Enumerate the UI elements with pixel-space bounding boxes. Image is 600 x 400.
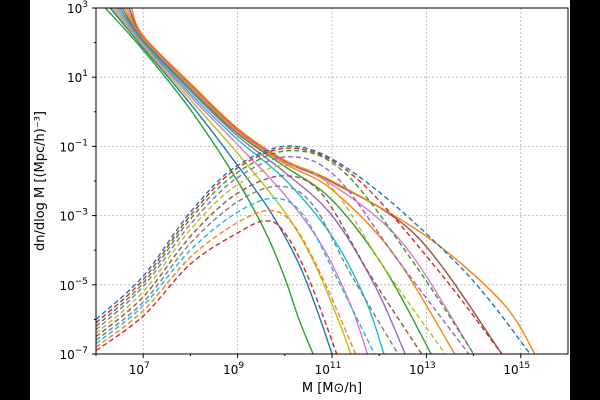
y-tick-exponent: 1 [82, 69, 88, 79]
x-tick-exponent: 15 [519, 361, 530, 371]
y-tick-base: 10 [59, 210, 74, 224]
dashed-series-line [96, 156, 470, 354]
x-tick-exponent: 7 [144, 361, 150, 371]
x-tick-exponent: 11 [330, 361, 341, 371]
x-tick-base: 10 [409, 363, 424, 377]
solid-series-line [121, 8, 432, 354]
x-tick-label: 1015 [503, 361, 530, 377]
x-axis-label: M [M⊙/h] [302, 381, 362, 396]
dashed-series-line [96, 209, 357, 354]
x-tick-base: 10 [315, 363, 330, 377]
y-tick-base: 10 [59, 279, 74, 293]
y-tick-base: 10 [67, 2, 82, 16]
y-axis-label: dn/dlog M [(Mpc/h)⁻³] [33, 111, 48, 251]
x-tick-base: 10 [129, 363, 144, 377]
y-tick-label: 101 [67, 69, 88, 85]
solid-series-line [114, 8, 369, 354]
y-tick-base: 10 [59, 348, 74, 362]
x-tick-base: 10 [503, 363, 518, 377]
y-tick-label: 10−1 [59, 138, 88, 154]
series-layer [96, 8, 536, 354]
plot-background: 107 109 1011 1013 1015 103 101 10−1 10−3 10−5 10−7… [30, 0, 570, 400]
y-tick-exponent: −7 [75, 346, 88, 356]
dashed-series-line [96, 147, 503, 354]
dashed-series-line [96, 149, 475, 354]
x-tick-base: 10 [223, 363, 238, 377]
mass-function-chart: 107 109 1011 1013 101510310110−110−310−510−7… [33, 0, 569, 396]
x-tick-label: 109 [223, 361, 244, 377]
solid-series-line [116, 8, 385, 354]
y-tick-exponent: −1 [75, 138, 88, 148]
y-tick-label: 10−5 [59, 277, 88, 293]
x-tick-label: 1013 [409, 361, 436, 377]
y-tick-label: 10−7 [59, 346, 88, 362]
solid-series-line [119, 8, 406, 354]
dashed-series-line [96, 175, 423, 354]
dashed-series-line [96, 197, 376, 354]
dashed-series-line [96, 145, 531, 354]
y-tick-base: 10 [59, 140, 74, 154]
y-tick-label: 10−3 [59, 208, 88, 224]
dashed-series-line [96, 164, 446, 354]
y-tick-exponent: −5 [75, 277, 88, 287]
x-tick-exponent: 9 [238, 361, 244, 371]
y-tick-exponent: 3 [82, 0, 88, 10]
x-tick-exponent: 13 [424, 361, 435, 371]
solid-series-line [104, 8, 314, 354]
x-tick-label: 107 [129, 361, 150, 377]
solid-series-line [123, 8, 456, 354]
solid-series-line [111, 8, 352, 354]
x-tick-label: 1011 [315, 361, 342, 377]
y-tick-exponent: −3 [75, 208, 88, 218]
solid-series-line [128, 8, 503, 354]
solid-series-line [126, 8, 475, 354]
y-tick-base: 10 [67, 71, 82, 85]
solid-series-line [130, 8, 536, 354]
solid-series-line [109, 8, 333, 354]
y-tick-label: 103 [67, 0, 88, 16]
dashed-series-line [96, 185, 399, 354]
dashed-series-line [96, 220, 338, 354]
